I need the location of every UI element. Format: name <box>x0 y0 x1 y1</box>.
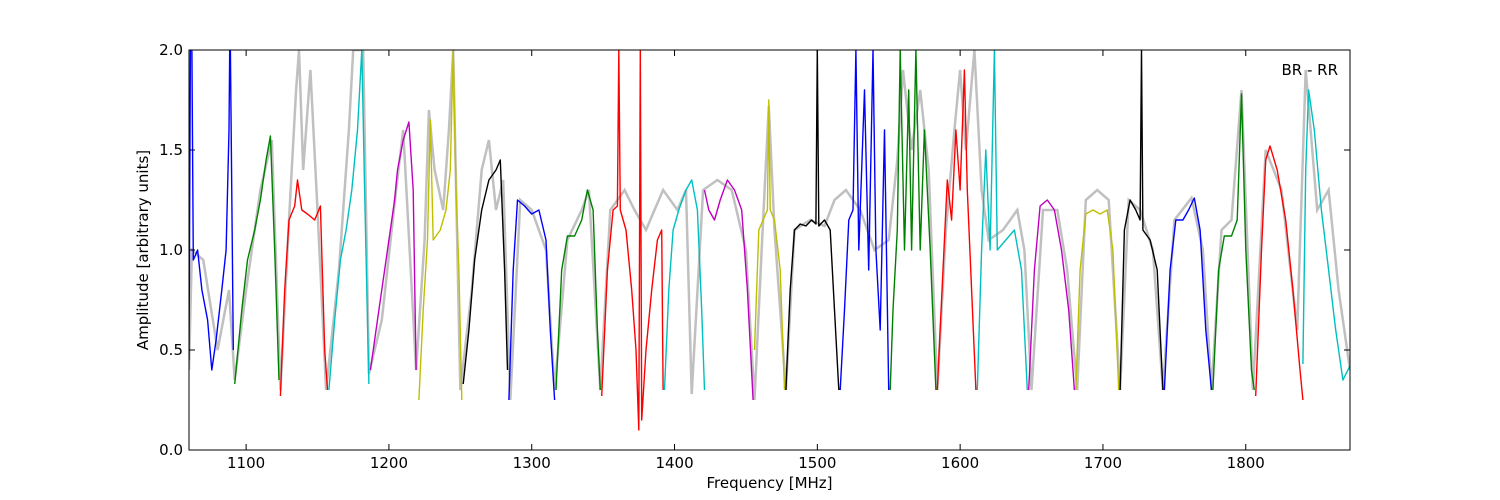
series-line-14 <box>785 50 840 391</box>
series-line-22 <box>1163 197 1213 391</box>
x-tick-label: 1500 <box>798 454 836 472</box>
series-line-17 <box>936 69 977 391</box>
series-line-23 <box>1212 93 1255 391</box>
plot-area <box>189 50 1350 431</box>
y-tick-label: 0.0 <box>159 441 183 459</box>
series-line-20 <box>1075 209 1120 391</box>
x-tick-label: 1800 <box>1227 454 1265 472</box>
x-tick-label: 1100 <box>227 454 265 472</box>
y-tick-label: 0.5 <box>159 341 183 359</box>
x-tick-label: 1400 <box>655 454 693 472</box>
series-line-18 <box>976 50 1028 391</box>
series-line-11 <box>663 179 706 391</box>
y-tick-label: 2.0 <box>159 41 183 59</box>
series-line-12 <box>703 179 754 401</box>
series-line-9 <box>555 189 601 391</box>
plot-frame <box>188 49 1351 451</box>
plot-annotation: BR - RR <box>1281 61 1338 79</box>
series-line-19 <box>1028 199 1076 391</box>
series-line-24 <box>1255 145 1304 401</box>
series-line-10 <box>601 50 664 431</box>
series-line-15 <box>839 50 890 391</box>
x-tick-label: 1300 <box>513 454 551 472</box>
series-line-21 <box>1119 50 1164 391</box>
y-axis: 0.0 0.5 1.0 1.5 2.0 <box>159 41 1350 459</box>
series-line-7 <box>462 159 509 385</box>
series-line-1 <box>189 50 234 371</box>
series-line-6 <box>418 50 463 401</box>
x-tick-label: 1200 <box>370 454 408 472</box>
x-axis: 1100 1200 1300 1400 1500 1600 1700 1800 <box>227 50 1265 472</box>
series-line-8 <box>508 199 556 401</box>
series-line-4 <box>328 50 370 391</box>
x-tick-label: 1600 <box>941 454 979 472</box>
x-tick-label: 1700 <box>1084 454 1122 472</box>
y-axis-label: Amplitude [arbitrary units] <box>134 150 152 350</box>
series-line-16 <box>889 50 937 391</box>
y-tick-label: 1.0 <box>159 241 183 259</box>
series-line-25 <box>1302 89 1350 381</box>
y-tick-label: 1.5 <box>159 141 183 159</box>
series-line-5 <box>369 121 417 371</box>
background-reference-line <box>189 50 1350 401</box>
series-line-2 <box>234 135 280 385</box>
x-axis-label: Frequency [MHz] <box>706 474 832 492</box>
series-line-13 <box>753 99 786 391</box>
series-line-3 <box>279 179 329 397</box>
